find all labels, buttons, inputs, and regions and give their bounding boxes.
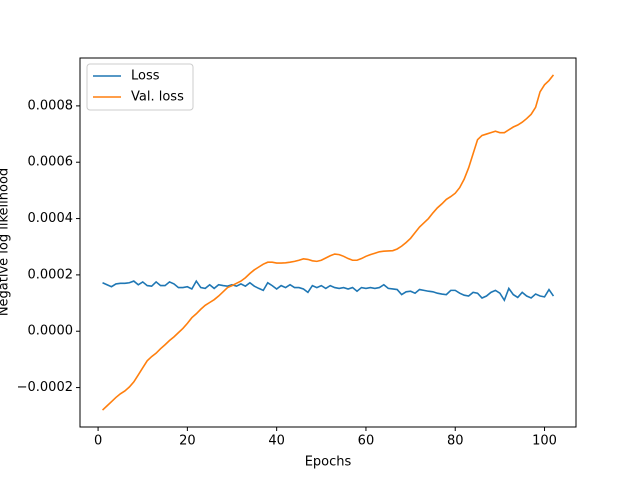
x-tick-label: 60: [358, 434, 375, 449]
legend-label: Val. loss: [131, 90, 184, 105]
x-axis-label: Epochs: [305, 455, 352, 470]
y-tick-label: −0.0002: [17, 380, 73, 395]
y-tick-label: 0.0002: [28, 267, 74, 282]
y-tick-label: 0.0008: [28, 98, 74, 113]
x-tick-label: 20: [179, 434, 196, 449]
x-tick-label: 80: [447, 434, 464, 449]
x-tick-label: 100: [532, 434, 557, 449]
x-tick-label: 40: [268, 434, 285, 449]
x-tick-label: 0: [94, 434, 102, 449]
line: [102, 279, 555, 303]
line: [101, 74, 555, 411]
legend-label: Loss: [131, 69, 160, 84]
axes-frame: [79, 57, 577, 428]
y-tick-label: 0.0000: [28, 324, 74, 339]
y-tick-label: 0.0006: [28, 155, 74, 170]
y-tick-label: 0.0004: [28, 211, 74, 226]
y-axis-label: Negative log likelihood: [0, 168, 12, 316]
